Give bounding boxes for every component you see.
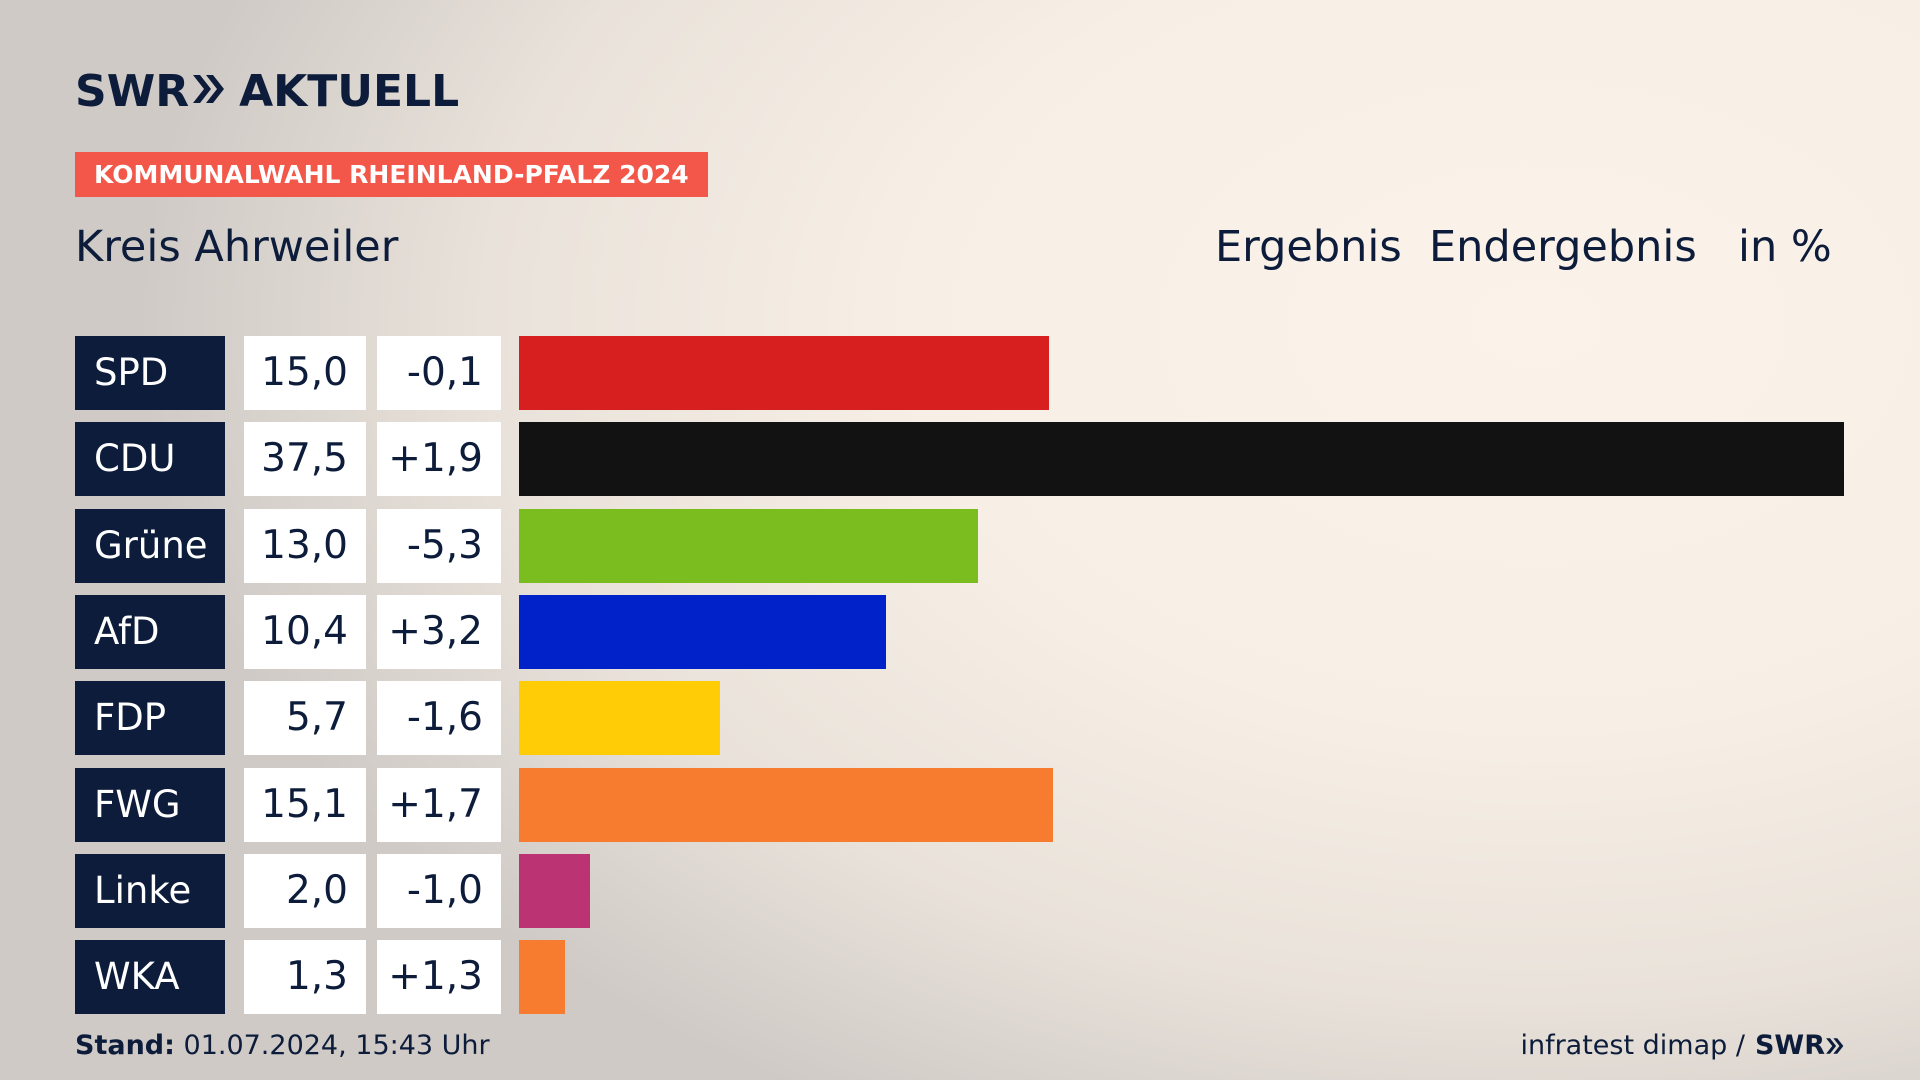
footer-swr-logo: SWR xyxy=(1755,1030,1845,1061)
change-value: +3,2 xyxy=(377,595,501,669)
result-bar xyxy=(519,940,565,1014)
change-value: -1,0 xyxy=(377,854,501,928)
result-bar xyxy=(519,595,886,669)
result-value: 37,5 xyxy=(244,422,366,496)
party-label: Linke xyxy=(75,854,225,928)
result-value: 15,0 xyxy=(244,336,366,410)
footer-swr-text: SWR xyxy=(1754,1030,1825,1061)
source-text: infratest dimap / xyxy=(1520,1030,1745,1061)
result-value: 2,0 xyxy=(244,854,366,928)
header-final: Endergebnis xyxy=(1429,222,1697,272)
footer-source: infratest dimap / SWR xyxy=(1520,1030,1845,1061)
result-value: 10,4 xyxy=(244,595,366,669)
election-badge: KOMMUNALWAHL RHEINLAND-PFALZ 2024 xyxy=(75,152,708,197)
double-chevron-icon xyxy=(191,66,227,117)
party-label: AfD xyxy=(75,595,225,669)
result-value: 13,0 xyxy=(244,509,366,583)
result-bar xyxy=(519,854,590,928)
result-bar xyxy=(519,336,1049,410)
result-bar xyxy=(519,768,1053,842)
stand-label: Stand: xyxy=(75,1030,175,1061)
party-label: FDP xyxy=(75,681,225,755)
result-value: 5,7 xyxy=(244,681,366,755)
change-value: +1,7 xyxy=(377,768,501,842)
footer-chevron-icon xyxy=(1826,1037,1844,1054)
result-bar xyxy=(519,509,978,583)
change-value: +1,3 xyxy=(377,940,501,1014)
change-value: -1,6 xyxy=(377,681,501,755)
party-label: FWG xyxy=(75,768,225,842)
party-label: WKA xyxy=(75,940,225,1014)
logo-aktuell-text: AKTUELL xyxy=(239,66,460,117)
header-result: Ergebnis xyxy=(1215,222,1402,272)
result-value: 1,3 xyxy=(244,940,366,1014)
party-label: CDU xyxy=(75,422,225,496)
party-label: SPD xyxy=(75,336,225,410)
change-value: -5,3 xyxy=(377,509,501,583)
change-value: +1,9 xyxy=(377,422,501,496)
result-value: 15,1 xyxy=(244,768,366,842)
stand-value: 01.07.2024, 15:43 Uhr xyxy=(183,1030,490,1061)
region-title: Kreis Ahrweiler xyxy=(75,222,399,272)
header-unit: in % xyxy=(1738,222,1832,272)
logo-swr-text: SWR xyxy=(75,66,190,117)
party-label: Grüne xyxy=(75,509,225,583)
result-bar xyxy=(519,681,720,755)
footer-timestamp: Stand: 01.07.2024, 15:43 Uhr xyxy=(75,1030,490,1061)
swr-aktuell-logo: SWR AKTUELL xyxy=(75,66,459,117)
result-bar xyxy=(519,422,1844,496)
change-value: -0,1 xyxy=(377,336,501,410)
